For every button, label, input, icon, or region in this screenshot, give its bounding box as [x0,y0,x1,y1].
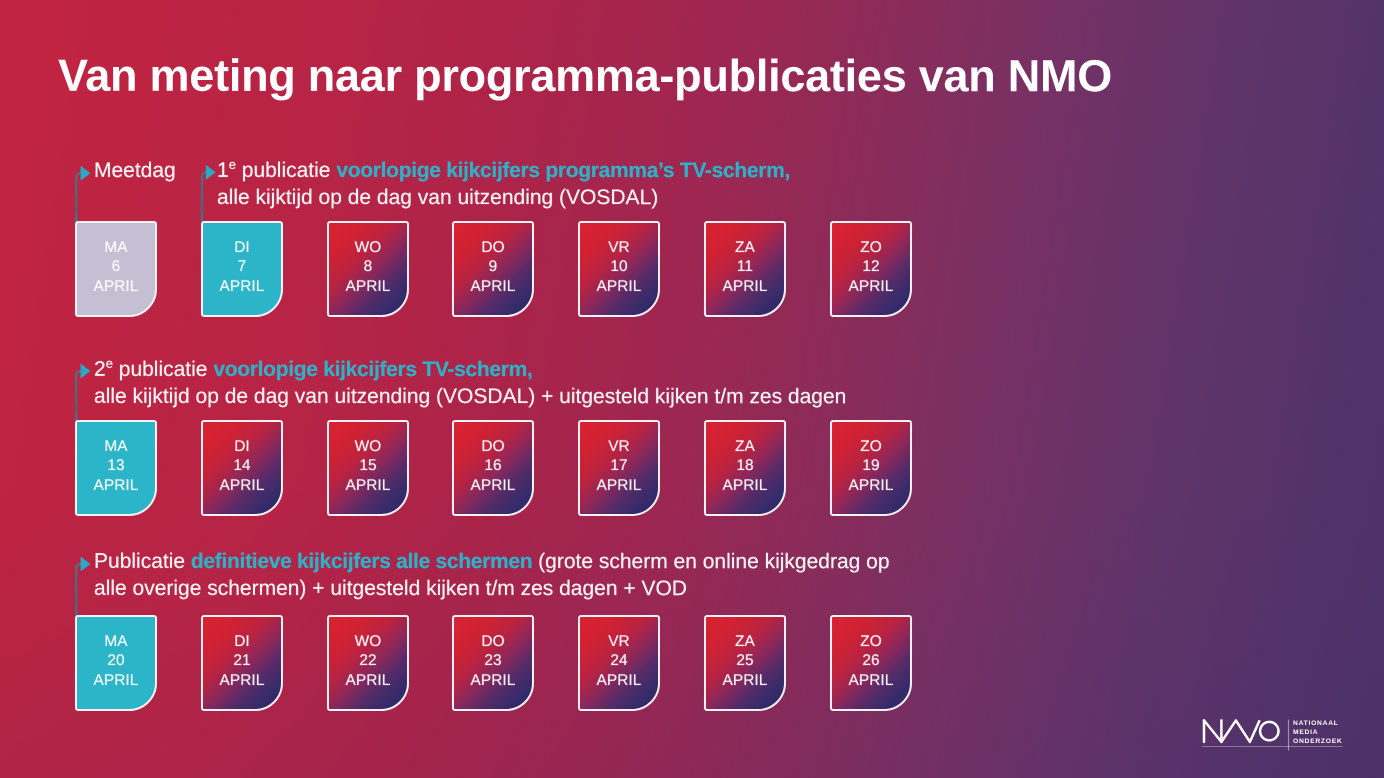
svg-text:MEDIA: MEDIA [1293,729,1318,736]
svg-text:NATIONAAL: NATIONAAL [1293,720,1339,727]
svg-text:ONDERZOEK: ONDERZOEK [1293,738,1342,745]
